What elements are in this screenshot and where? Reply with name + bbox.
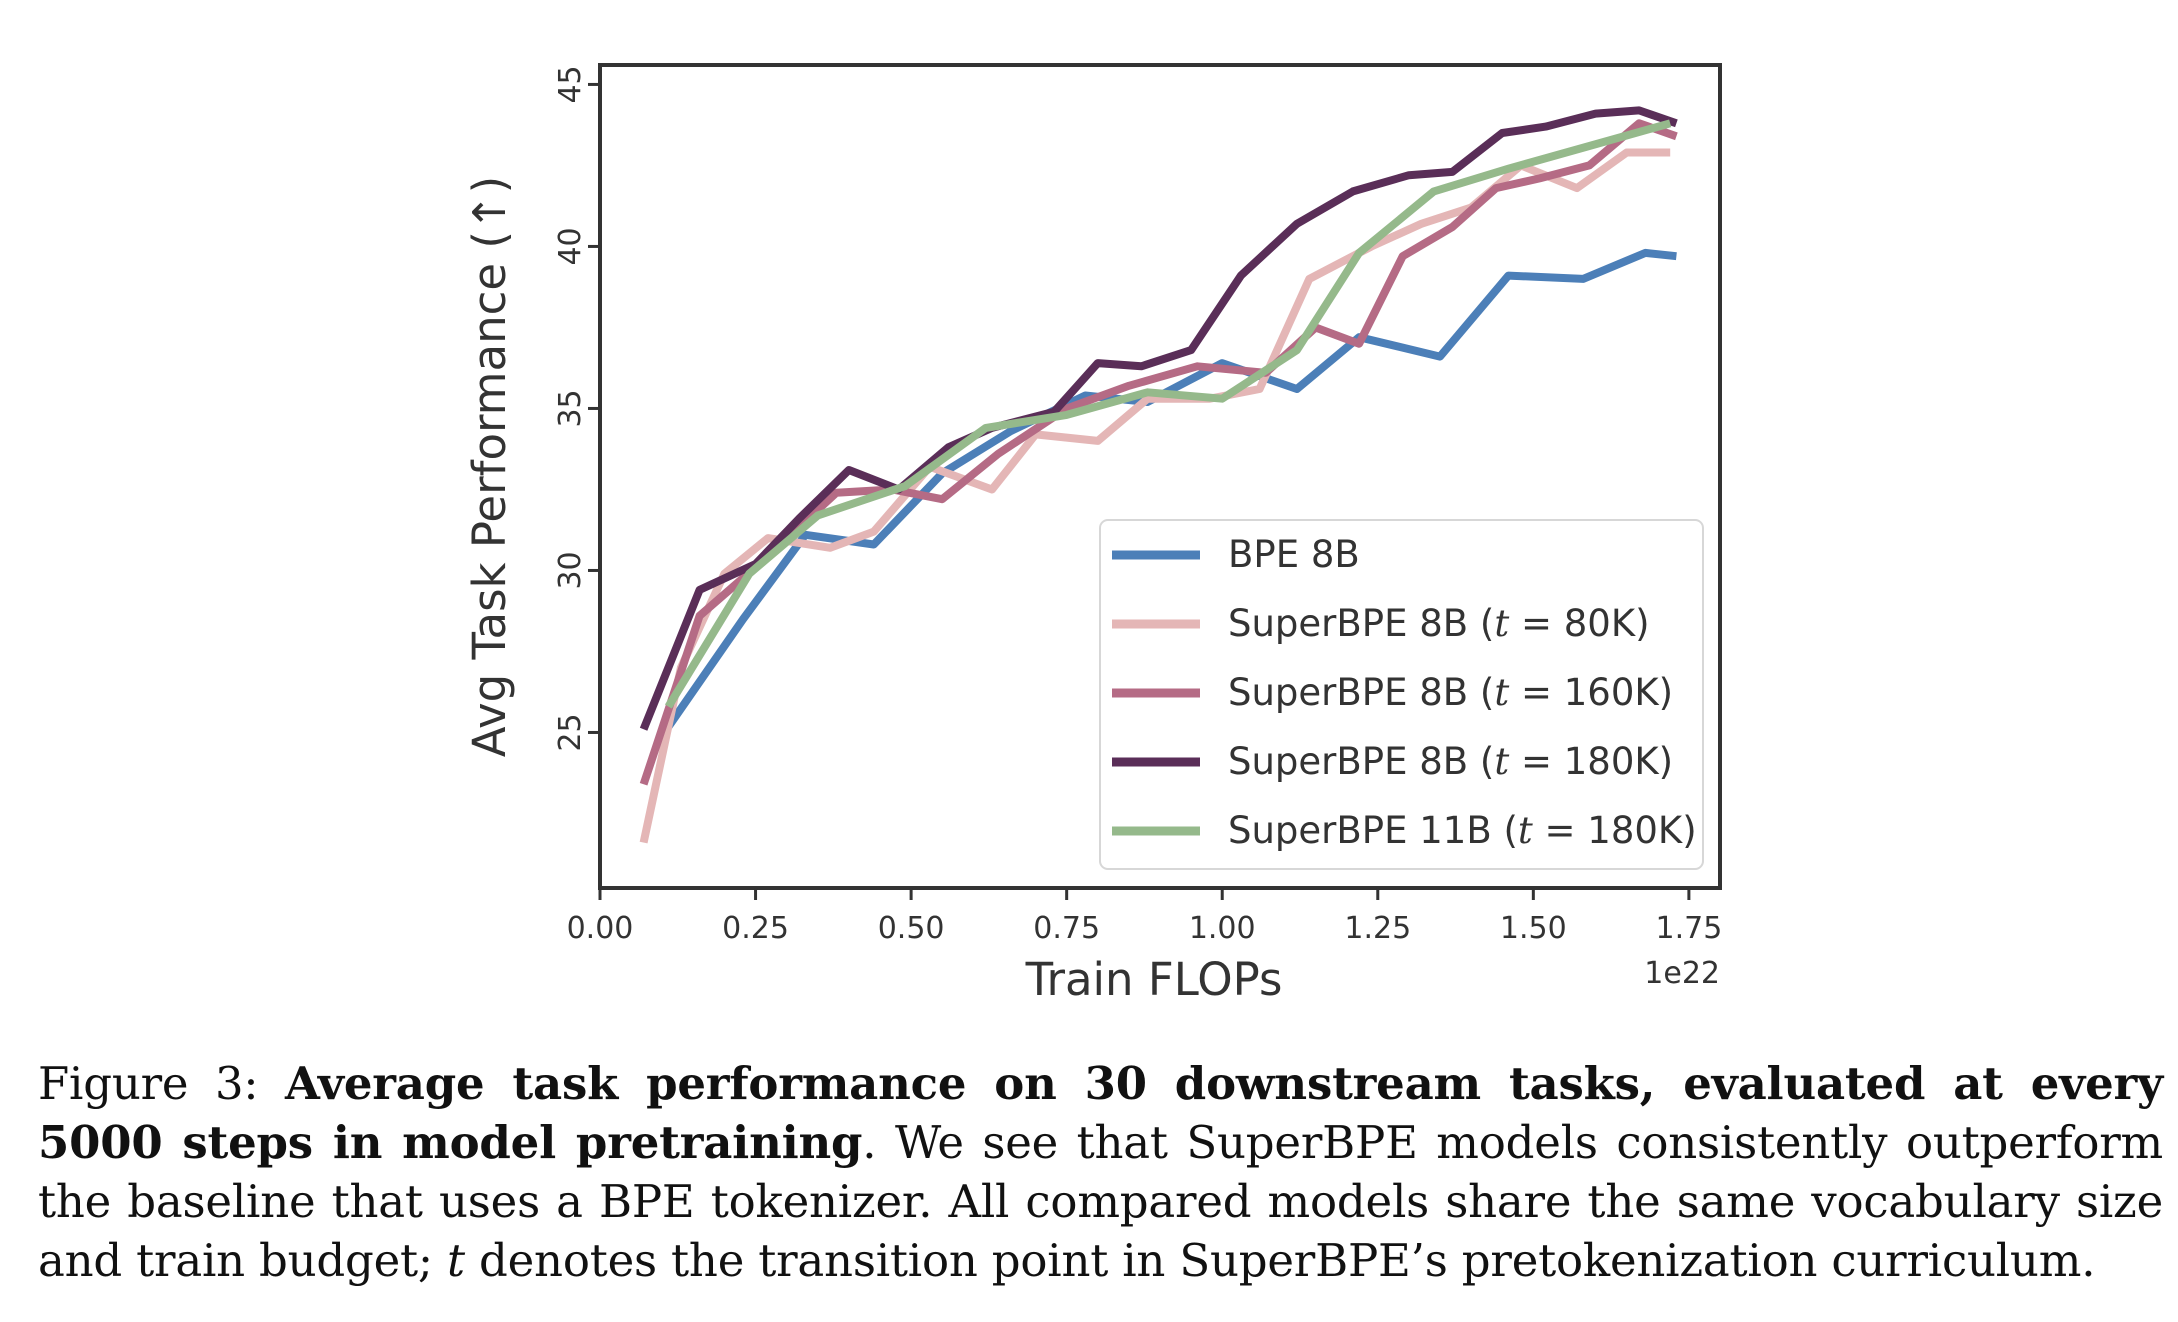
y-axis-label: Avg Task Performance (↑) [463,176,516,757]
x-tick-label: 0.00 [567,911,634,946]
x-tick-label: 0.75 [1033,911,1100,946]
y-tick-label: 30 [553,551,588,589]
caption-text-2: denotes the transition point in SuperBPE… [464,1234,2096,1287]
y-tick-label: 35 [553,389,588,427]
legend-label-5: SuperBPE 11B (t = 180K) [1228,809,1697,852]
y-axis-ticks: 25 30 35 40 45 [553,65,600,752]
series-line-5 [664,119,1672,709]
y-tick-label: 40 [553,227,588,265]
series-layer [639,106,1678,844]
legend: BPE 8B SuperBPE 8B (t = 80K) SuperBPE 8B (… [1099,519,1704,870]
x-tick-label: 1.25 [1344,911,1411,946]
y-tick-label: 45 [553,65,588,103]
figure-caption: Figure 3: Average task performance on 30… [38,1054,2163,1290]
series-line-3 [639,119,1678,786]
x-axis-ticks: 0.00 0.25 0.50 0.75 1.00 1.25 1.50 1.75 [567,888,1722,946]
legend-label-2: SuperBPE 8B (t = 80K) [1228,602,1650,645]
caption-label: Figure 3: [38,1057,285,1110]
x-tick-label: 0.25 [722,911,789,946]
legend-label-4: SuperBPE 8B (t = 180K) [1228,740,1673,783]
x-tick-label: 1.00 [1189,911,1256,946]
caption-bold-title: Average task performance on 30 downstrea… [38,1057,2163,1169]
x-tick-label: 1.50 [1500,911,1567,946]
x-tick-label: 0.50 [878,911,945,946]
x-axis-label: Train FLOPs [1025,953,1283,1006]
chart: 0.00 0.25 0.50 0.75 1.00 1.25 1.50 1.75 25 30 35 4… [463,63,1722,1006]
series-line-1 [658,248,1677,738]
caption-text-1: . We see that SuperBPE models consistent… [38,1116,2163,1287]
y-tick-label: 25 [553,713,588,751]
caption-italic-t: t [447,1234,465,1287]
x-tick-label: 1.75 [1655,911,1722,946]
x-axis-offset-label: 1e22 [1644,956,1720,991]
series-line-4 [639,106,1678,731]
legend-label-1: BPE 8B [1228,533,1360,576]
legend-label-3: SuperBPE 8B (t = 160K) [1228,671,1673,714]
plot-frame [598,63,1722,890]
legend-box [1099,519,1704,870]
